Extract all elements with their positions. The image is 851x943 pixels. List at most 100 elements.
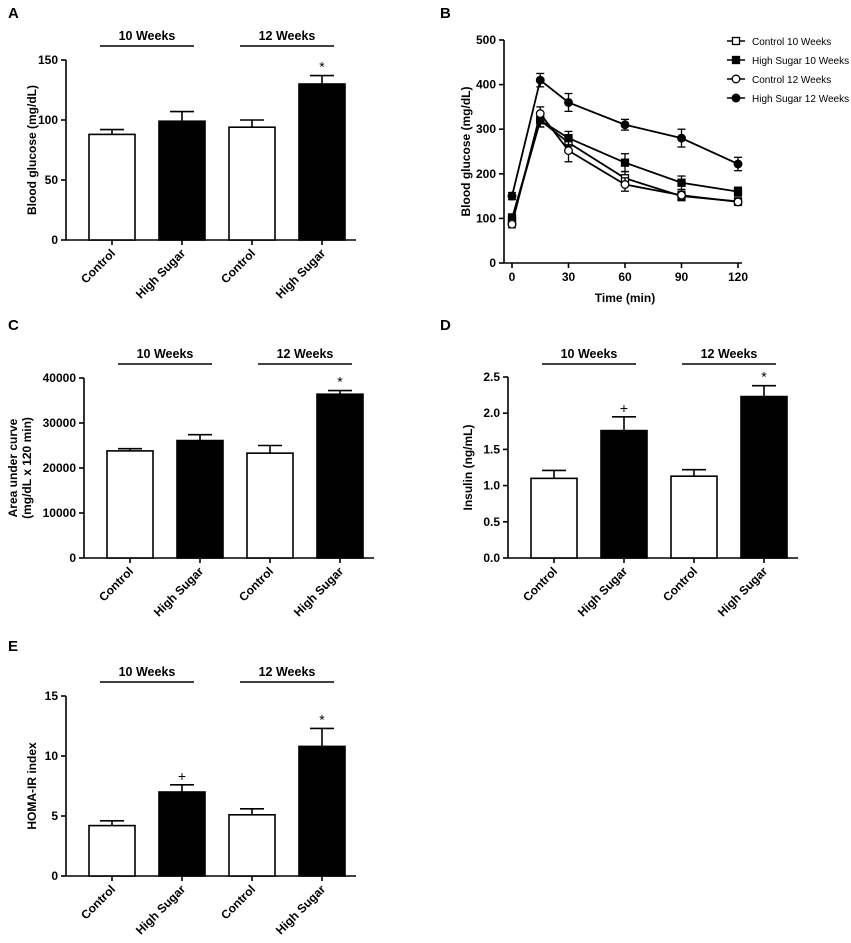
panel-label: A: [8, 5, 19, 22]
data-point: [507, 191, 517, 201]
group-label: 12 Weeks: [259, 29, 316, 43]
y-axis-title: Blood glucose (mg/dL): [459, 87, 473, 217]
x-axis-title: Time (min): [595, 291, 655, 305]
data-point: [620, 180, 630, 189]
significance-marker: +: [178, 768, 186, 784]
x-tick-label: High Sugar: [575, 564, 630, 619]
y-tick-label: 20000: [43, 461, 77, 475]
legend-marker: [731, 93, 741, 103]
series-line: [511, 111, 739, 225]
significance-marker: *: [319, 59, 325, 75]
y-axis-title: HOMA-IR index: [25, 742, 39, 830]
legend-label: High Sugar 10 Weeks: [752, 56, 849, 67]
series-line: [511, 118, 739, 219]
data-point: [535, 75, 545, 85]
y-tick-label: 200: [476, 167, 496, 181]
x-tick-label: High Sugar: [151, 564, 206, 619]
y-tick-label: 400: [476, 78, 496, 92]
legend-label: High Sugar 12 Weeks: [752, 94, 849, 105]
data-point: [733, 159, 743, 169]
panel-a: A 0 50 100 150 Blood glucose (mg/dL) Control Hi…: [8, 5, 356, 301]
legend-marker: [731, 55, 741, 65]
panel-b: B 0 100 200 300 400 500 0 30 60 90 120 Time (min) Blo…: [440, 5, 849, 305]
y-tick-label: 150: [38, 53, 58, 67]
data-point: [677, 178, 686, 187]
x-tick-label: 90: [675, 270, 689, 284]
series-4: [507, 72, 743, 201]
bar: [158, 120, 206, 241]
x-tick-label: 30: [562, 270, 576, 284]
series-3: [507, 106, 743, 229]
bar: [176, 439, 224, 559]
bar: [88, 133, 136, 241]
y-axis-title-line2: (mg/dL x 120 min): [20, 417, 34, 519]
bar: [600, 429, 648, 559]
bar: [158, 791, 206, 877]
x-tick-label: 120: [728, 270, 748, 284]
legend-entry: Control 10 Weeks: [727, 36, 831, 48]
x-tick-label: Control: [660, 564, 700, 604]
x-tick-label: Control: [218, 882, 258, 922]
legend-entry: High Sugar 10 Weeks: [727, 55, 849, 67]
series-line: [511, 78, 739, 197]
x-tick-label: 0: [509, 270, 516, 284]
x-tick-label: Control: [78, 882, 118, 922]
bar: [298, 83, 346, 241]
bar: [106, 450, 154, 559]
panel-label: D: [440, 317, 451, 334]
x-tick-label: High Sugar: [291, 564, 346, 619]
x-tick-label: High Sugar: [133, 882, 188, 937]
y-tick-label: 10000: [43, 506, 77, 520]
y-tick-label: 40000: [43, 371, 77, 385]
panel-e: E 0 5 10 15 HOMA-IR index Control High Sugar + Co…: [8, 638, 356, 937]
panel-label: B: [440, 5, 451, 22]
data-point: [564, 146, 573, 156]
panel-label: E: [8, 638, 18, 655]
group-label: 10 Weeks: [561, 347, 618, 361]
y-axis-title: Blood glucose (mg/dL): [25, 85, 39, 215]
legend-entry: High Sugar 12 Weeks: [727, 93, 849, 105]
x-tick-label: High Sugar: [273, 882, 328, 937]
bar: [530, 477, 578, 559]
y-tick-label: 0: [51, 233, 58, 247]
significance-marker: *: [319, 711, 325, 727]
data-point: [507, 219, 517, 229]
data-point: [677, 190, 686, 200]
x-tick-label: High Sugar: [133, 246, 188, 301]
bar: [228, 126, 276, 241]
x-tick-label: Control: [96, 564, 136, 604]
y-tick-label: 2.0: [483, 406, 500, 420]
y-tick-label: 50: [45, 173, 59, 187]
y-tick-label: 0: [51, 869, 58, 883]
legend-label: Control 10 Weeks: [752, 37, 831, 48]
y-tick-label: 5: [51, 809, 58, 823]
legend-entry: Control 12 Weeks: [727, 74, 831, 86]
bar: [88, 824, 136, 877]
bar: [228, 813, 276, 877]
significance-marker: +: [620, 400, 628, 416]
panel-c: C 0 10000 20000 30000 40000 Area under curve (m…: [6, 317, 374, 619]
group-label: 12 Weeks: [701, 347, 758, 361]
group-label: 12 Weeks: [259, 665, 316, 679]
y-tick-label: 0.0: [483, 551, 500, 565]
data-point: [677, 133, 686, 143]
y-tick-label: 300: [476, 122, 496, 136]
group-label: 10 Weeks: [137, 347, 194, 361]
x-tick-label: Control: [218, 246, 258, 286]
data-point: [733, 197, 743, 207]
bar: [316, 393, 364, 559]
y-tick-label: 100: [38, 113, 58, 127]
y-tick-label: 0: [69, 551, 76, 565]
data-point: [733, 187, 743, 196]
bar: [298, 745, 346, 877]
y-tick-label: 2.5: [483, 370, 500, 384]
significance-marker: *: [761, 369, 767, 385]
y-axis-title: Insulin (ng/mL): [461, 425, 475, 511]
y-tick-label: 500: [476, 33, 496, 47]
panel-d: D 0.0 0.5 1.0 1.5 2.0 2.5 Insulin (ng/mL) Contro…: [440, 317, 798, 619]
y-tick-label: 1.0: [483, 479, 500, 493]
panel-label: C: [8, 317, 19, 334]
bar: [670, 475, 718, 559]
legend-marker: [731, 74, 741, 84]
